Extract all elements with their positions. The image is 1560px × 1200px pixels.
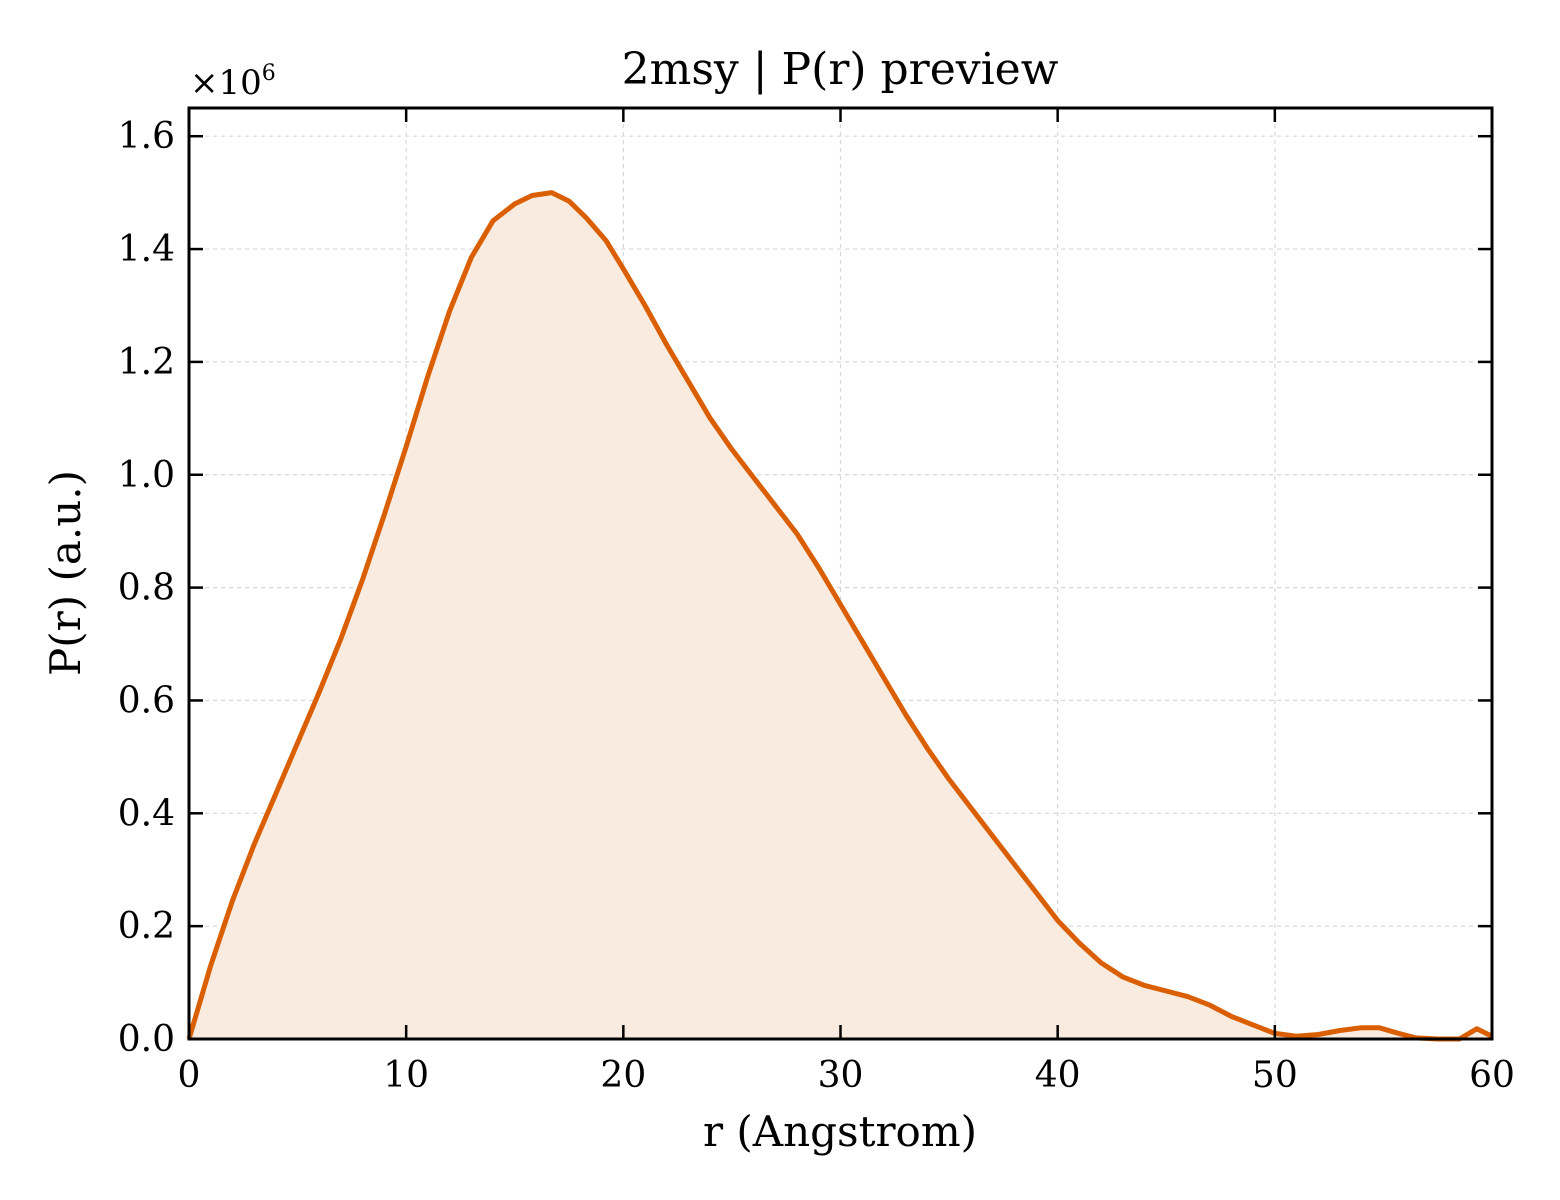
y-tick-label: 1.2 <box>118 342 175 383</box>
x-tick-label: 60 <box>1469 1055 1515 1096</box>
y-tick-label: 0.6 <box>118 680 175 721</box>
y-tick-label: 0.0 <box>118 1019 175 1060</box>
x-tick-label: 50 <box>1252 1055 1298 1096</box>
x-tick-label: 30 <box>818 1055 864 1096</box>
x-tick-label: 20 <box>600 1055 646 1096</box>
y-scale-factor: ×106 <box>190 61 276 103</box>
x-tick-label: 10 <box>383 1055 429 1096</box>
pr-series-line <box>186 190 1494 1042</box>
y-axis-title: P(r) (a.u.) <box>41 470 90 676</box>
pr-fill-area <box>189 192 1492 1040</box>
chart-title: 2msy | P(r) preview <box>622 44 1059 95</box>
y-tick-label: 1.6 <box>118 116 175 157</box>
y-scale-prefix: ×10 <box>190 63 262 103</box>
y-tick-label: 0.4 <box>118 793 175 834</box>
y-tick-label: 0.8 <box>118 568 175 609</box>
x-tick-label: 0 <box>178 1055 201 1096</box>
plot-frame <box>187 106 1494 1041</box>
y-tick-label: 0.2 <box>118 906 175 947</box>
y-tick-label: 1.0 <box>118 455 175 496</box>
y-tick-label: 1.4 <box>118 229 175 270</box>
x-tick-label: 40 <box>1035 1055 1081 1096</box>
y-scale-exponent: 6 <box>262 61 276 86</box>
tick-labels: 0 10 20 30 40 50 60 0.0 0.2 0.4 0.6 0.8 1.0 1.2 1.4 1.6 <box>118 116 1515 1096</box>
x-axis-title: r (Angstrom) <box>703 1107 977 1156</box>
